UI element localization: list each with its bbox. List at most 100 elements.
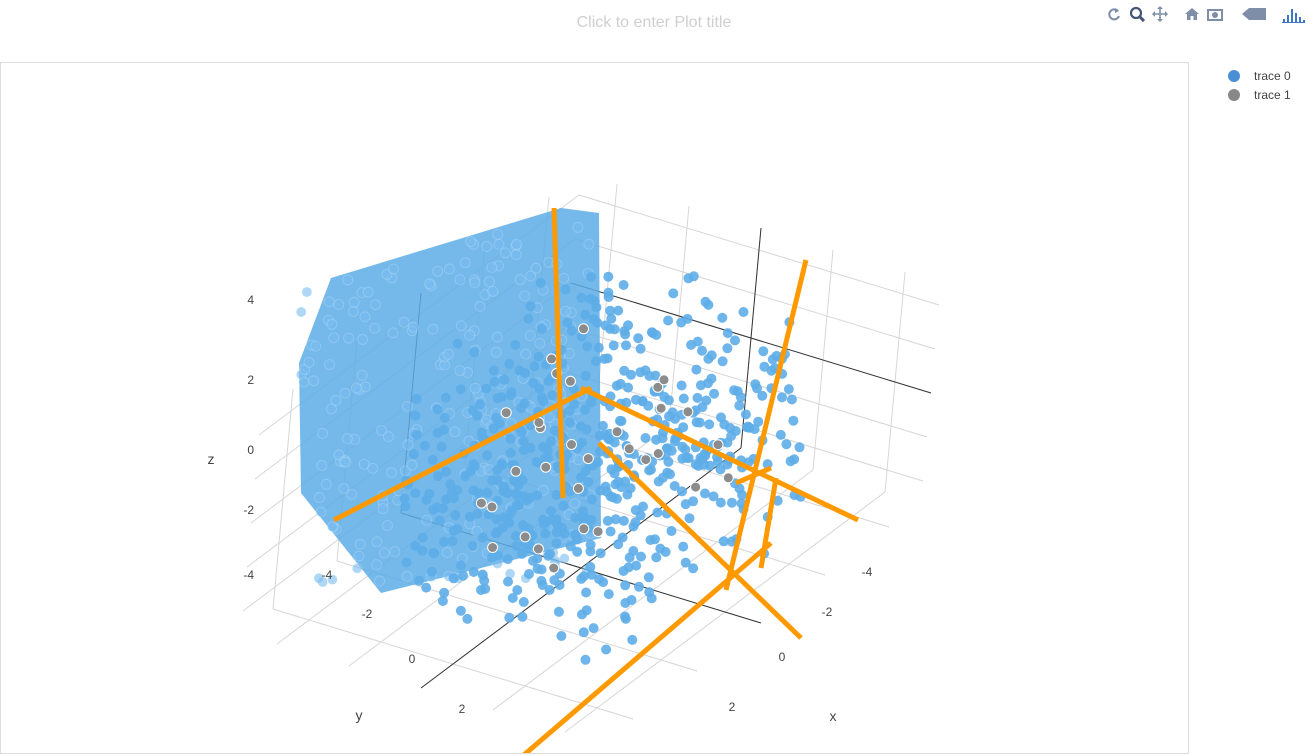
trace-0-point xyxy=(627,634,638,645)
reset-camera-button[interactable] xyxy=(1104,4,1124,24)
cloud-point xyxy=(357,334,369,345)
trace-0-point xyxy=(697,345,707,356)
x-tick-label: -2 xyxy=(822,605,833,619)
cloud-point xyxy=(371,536,383,548)
zoom-button[interactable] xyxy=(1127,4,1147,24)
trace-1-point xyxy=(475,497,487,509)
home-button[interactable] xyxy=(1182,4,1202,24)
trace-0-point xyxy=(722,328,733,339)
zoom-icon xyxy=(1129,6,1145,22)
trace-0-point xyxy=(691,364,702,375)
trace-0-point xyxy=(622,489,633,500)
cloud-point xyxy=(382,520,393,531)
trace-0-point xyxy=(794,442,805,453)
trace-0-point xyxy=(556,631,567,641)
trace-0-point xyxy=(620,476,631,487)
trace-1-point xyxy=(519,531,531,543)
trace-0-point xyxy=(448,493,459,504)
trace-0-point xyxy=(439,536,449,547)
trace-0-point xyxy=(410,488,421,499)
trace-0-point xyxy=(759,361,770,372)
trace-1-point xyxy=(712,439,724,451)
trace-0-point xyxy=(481,383,492,394)
cloud-point xyxy=(362,286,374,298)
trace-0-point xyxy=(492,527,503,537)
trace-0-point xyxy=(604,434,615,445)
trace-1-point xyxy=(592,526,604,538)
cloud-point xyxy=(346,488,358,500)
plotly-logo-button[interactable] xyxy=(1280,4,1306,24)
cloud-point xyxy=(347,306,359,317)
cloud-point xyxy=(367,462,379,474)
cloud-point xyxy=(340,456,352,468)
highlight-line xyxy=(332,385,593,523)
cloud-point xyxy=(353,550,365,562)
cloud-point xyxy=(388,263,399,275)
scatter3d-plot[interactable]: -4 -2 0 2 4 z -4 -2 0 2 y -4 -2 0 2 x xyxy=(1,63,1189,754)
cloud-point xyxy=(327,574,338,585)
trace-0-point xyxy=(585,561,596,572)
trace-0-point xyxy=(722,437,733,448)
trace-0-point xyxy=(468,567,479,577)
trace-0-point xyxy=(719,419,730,430)
legend-item-trace-0[interactable]: trace 0 xyxy=(1222,67,1306,86)
trace-0-point xyxy=(781,439,792,450)
trace-0-point xyxy=(543,550,554,561)
trace-0-point xyxy=(564,405,575,416)
trace-1-points xyxy=(475,323,734,574)
trace-0-point xyxy=(688,563,699,574)
scene-3d[interactable]: -4 -2 0 2 4 z -4 -2 0 2 y -4 -2 0 2 x xyxy=(0,62,1189,754)
cloud-point xyxy=(484,276,495,287)
trace-0-point xyxy=(749,424,760,435)
trace-0-point xyxy=(448,573,459,584)
cloud-point xyxy=(499,247,511,259)
home-icon xyxy=(1185,8,1199,20)
plot-title[interactable]: Click to enter Plot title xyxy=(576,14,732,31)
trace-0-point xyxy=(617,532,628,543)
trace-1-point xyxy=(658,374,670,386)
plotly-logo-icon xyxy=(1282,9,1305,23)
trace-0-point xyxy=(684,513,695,524)
cloud-point xyxy=(560,305,571,317)
cloud-point xyxy=(326,521,338,533)
trace-0-point xyxy=(752,383,762,394)
pan-button[interactable] xyxy=(1150,4,1170,24)
trace-1-point xyxy=(546,353,558,365)
trace-0-point xyxy=(636,551,646,562)
trace-0-point xyxy=(525,442,536,453)
trace-1-point xyxy=(548,562,560,574)
trace-0-point xyxy=(411,429,422,440)
trace-0-point xyxy=(786,394,797,405)
trace-0-point xyxy=(581,424,592,435)
z-tick-label: 4 xyxy=(247,293,254,307)
trace-0-point xyxy=(580,370,591,381)
legend-item-trace-1[interactable]: trace 1 xyxy=(1222,86,1306,105)
trace-0-point xyxy=(434,515,445,526)
trace-0-point xyxy=(544,585,555,595)
cloud-point xyxy=(486,262,498,273)
trace-0-point xyxy=(546,436,557,447)
pan-icon xyxy=(1152,6,1168,22)
trace-0-point xyxy=(537,580,548,590)
trace-0-point xyxy=(488,423,499,434)
trace-0-point xyxy=(534,383,545,394)
trace-0-point xyxy=(678,393,689,404)
trace-0-point xyxy=(668,288,679,299)
trace-0-point xyxy=(644,465,655,476)
trace-0-point xyxy=(772,495,783,506)
trace-0-point xyxy=(621,340,631,351)
trace-0-point xyxy=(518,597,529,607)
camera-button[interactable] xyxy=(1205,4,1225,24)
trace-1-point xyxy=(722,472,734,484)
trace-0-point xyxy=(678,541,689,552)
reset-camera-icon xyxy=(1108,8,1120,21)
trace-0-point xyxy=(606,313,617,324)
hover-button[interactable] xyxy=(1240,4,1268,24)
trace-0-point xyxy=(511,531,521,542)
cloud-point xyxy=(333,449,345,461)
trace-0-point xyxy=(620,329,631,340)
cloud-point xyxy=(343,332,354,344)
trace-0-point xyxy=(538,514,549,525)
trace-0-point xyxy=(558,500,569,511)
trace-0-point xyxy=(645,535,656,545)
